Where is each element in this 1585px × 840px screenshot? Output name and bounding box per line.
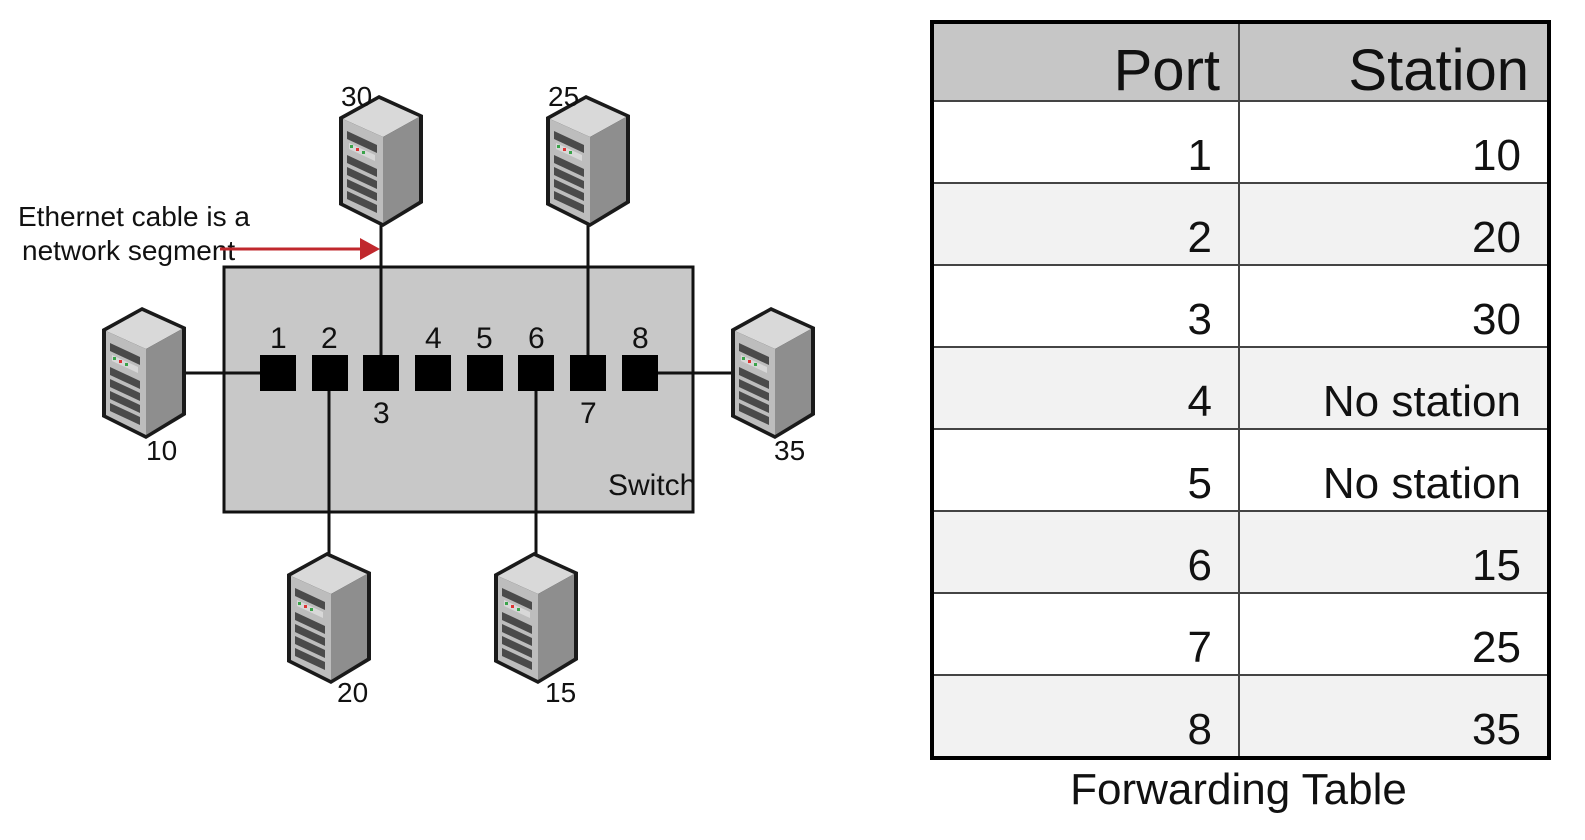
port-7	[570, 355, 606, 391]
table-row: 4 No station	[931, 346, 1550, 430]
table-row: 6 15	[931, 510, 1550, 594]
table-row: 1 10	[931, 100, 1550, 184]
station-label-15: 15	[545, 677, 576, 708]
cell-port: 4	[931, 346, 1240, 430]
cell-port: 8	[931, 674, 1240, 759]
port-label-7: 7	[580, 397, 597, 430]
port-3	[363, 355, 399, 391]
table-row: 5 No station	[931, 428, 1550, 512]
port-label-4: 4	[425, 322, 442, 355]
table-caption: Forwarding Table	[1070, 765, 1407, 814]
station-label-10: 10	[146, 435, 177, 466]
cell-station: No station	[1238, 346, 1550, 430]
server-icon-30	[339, 95, 423, 227]
cell-station: 30	[1238, 264, 1550, 348]
port-label-1: 1	[270, 322, 287, 355]
network-diagram: Switch 1 2 3 4 5 6 7 8 Ethernet cable is…	[18, 81, 815, 708]
cell-port: 3	[931, 264, 1240, 348]
cell-port: 2	[931, 182, 1240, 266]
cell-station: 20	[1238, 182, 1550, 266]
port-2	[312, 355, 348, 391]
cell-station: No station	[1238, 428, 1550, 512]
station-label-20: 20	[337, 677, 368, 708]
arrow-head-icon	[360, 238, 380, 260]
server-icon-35	[731, 307, 815, 439]
header-port: Port	[931, 21, 1240, 102]
port-label-8: 8	[632, 322, 649, 355]
server-icon-25	[546, 95, 630, 227]
port-label-3: 3	[373, 397, 390, 430]
table-header-row: Port Station	[931, 21, 1550, 102]
cell-port: 1	[931, 100, 1240, 184]
table-row: 2 20	[931, 182, 1550, 266]
cell-port: 6	[931, 510, 1240, 594]
port-1	[260, 355, 296, 391]
cell-port: 5	[931, 428, 1240, 512]
station-label-30: 30	[341, 81, 372, 112]
port-8	[622, 355, 658, 391]
cell-station: 15	[1238, 510, 1550, 594]
server-icon-20	[287, 552, 371, 684]
server-icon-15	[494, 552, 578, 684]
cell-port: 7	[931, 592, 1240, 676]
port-4	[415, 355, 451, 391]
port-5	[467, 355, 503, 391]
header-station: Station	[1238, 21, 1550, 102]
annotation-line-2: network segment	[22, 235, 235, 266]
port-6	[518, 355, 554, 391]
cell-station: 10	[1238, 100, 1550, 184]
switch-box	[222, 265, 695, 514]
port-label-6: 6	[528, 322, 545, 355]
station-label-25: 25	[548, 81, 579, 112]
table-row: 8 35	[931, 674, 1550, 759]
cables	[186, 222, 736, 560]
forwarding-table: Port Station 1 10 2 20 3 30 4 No station…	[930, 20, 1551, 760]
cell-station: 35	[1238, 674, 1550, 759]
table-row: 7 25	[931, 592, 1550, 676]
ports	[260, 355, 658, 391]
annotation-line-1: Ethernet cable is a	[18, 201, 250, 232]
station-label-35: 35	[774, 435, 805, 466]
cell-station: 25	[1238, 592, 1550, 676]
switch-label: Switch	[608, 469, 696, 502]
port-label-5: 5	[476, 322, 493, 355]
table-row: 3 30	[931, 264, 1550, 348]
server-icon-10	[102, 307, 186, 439]
port-label-2: 2	[321, 322, 338, 355]
